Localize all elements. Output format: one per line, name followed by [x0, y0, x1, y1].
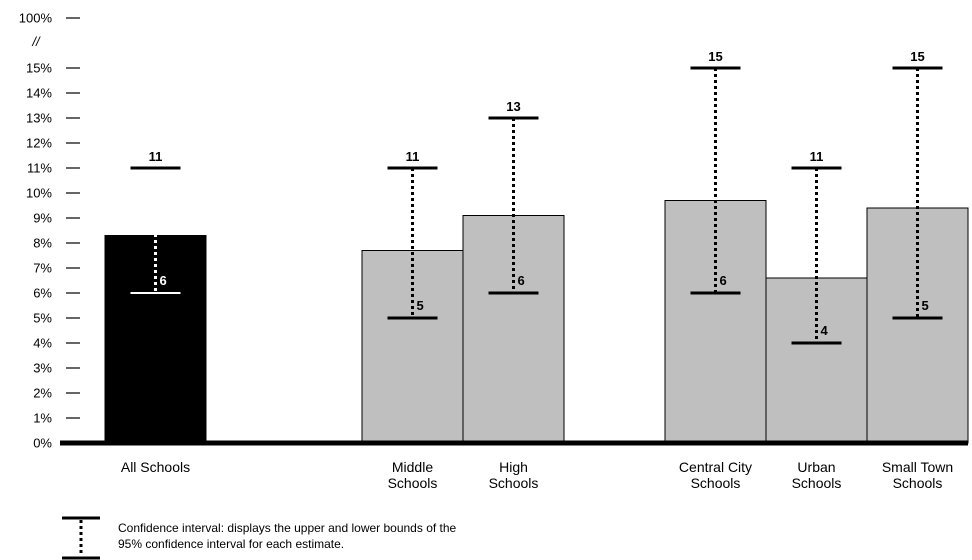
- y-top-label: 100%: [19, 11, 53, 26]
- ci-upper-label: 15: [910, 49, 924, 64]
- ci-lower-label: 6: [720, 273, 727, 288]
- ci-lower-label: 5: [922, 298, 929, 313]
- y-tick-label: 2%: [33, 386, 52, 401]
- legend-text: 95% confidence interval for each estimat…: [118, 537, 344, 551]
- bar: [462, 215, 565, 444]
- category-label: Schools: [792, 475, 842, 491]
- ci-upper-label: 11: [149, 149, 163, 164]
- y-tick-label: 5%: [33, 311, 52, 326]
- y-tick-label: 3%: [33, 361, 52, 376]
- y-tick-label: 6%: [33, 286, 52, 301]
- ci-upper-label: 11: [406, 149, 420, 164]
- ci-lower-label: 5: [417, 298, 424, 313]
- y-tick-label: 4%: [33, 336, 52, 351]
- y-tick-label: 1%: [33, 411, 52, 426]
- ci-upper-label: 15: [708, 49, 722, 64]
- category-label: Central City: [679, 459, 752, 475]
- legend-text: Confidence interval: displays the upper …: [118, 521, 457, 535]
- y-tick-label: 14%: [26, 86, 52, 101]
- category-label: Small Town: [882, 459, 953, 475]
- bar: [866, 207, 969, 444]
- y-tick-label: 11%: [27, 161, 52, 176]
- category-label: All Schools: [121, 459, 190, 475]
- category-label: Schools: [893, 475, 943, 491]
- y-tick-label: 9%: [33, 211, 52, 226]
- category-label: High: [499, 459, 528, 475]
- bar: [664, 200, 767, 444]
- ci-upper-label: 11: [810, 149, 824, 164]
- y-tick-label: 12%: [26, 136, 52, 151]
- ci-lower-label: 6: [518, 273, 525, 288]
- y-tick-label: 15%: [26, 61, 52, 76]
- category-label: Schools: [691, 475, 741, 491]
- category-label: Middle: [392, 459, 433, 475]
- bar: [361, 250, 464, 444]
- axis-break-symbol: //: [31, 34, 41, 49]
- category-label: Schools: [388, 475, 438, 491]
- ci-upper-label: 13: [506, 99, 520, 114]
- category-label: Urban: [797, 459, 835, 475]
- y-tick-label: 13%: [26, 111, 52, 126]
- y-tick-label: 7%: [33, 261, 52, 276]
- y-tick-label: 8%: [33, 236, 52, 251]
- ci-lower-label: 6: [160, 273, 167, 288]
- category-label: Schools: [489, 475, 539, 491]
- y-tick-label: 0%: [33, 436, 52, 451]
- y-tick-label: 10%: [26, 186, 52, 201]
- ci-lower-label: 4: [821, 323, 829, 338]
